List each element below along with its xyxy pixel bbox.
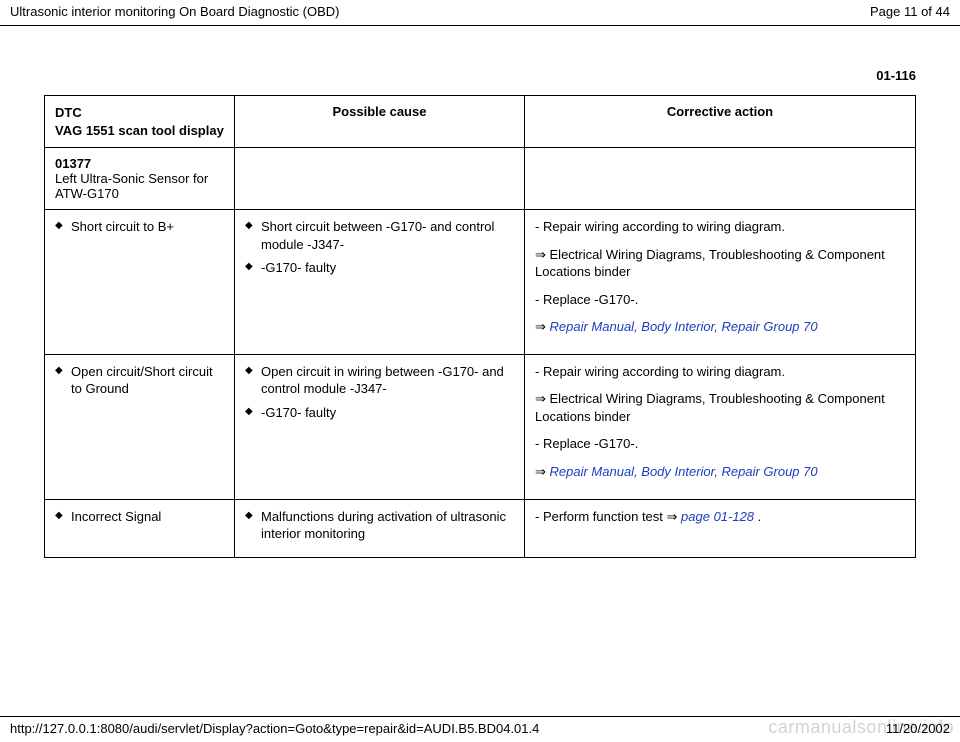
dtc-table: DTC VAG 1551 scan tool display Possible … [44, 95, 916, 558]
page-number: Page 11 of 44 [870, 4, 950, 19]
document-page: Ultrasonic interior monitoring On Board … [0, 0, 960, 742]
symptom-item: Short circuit to B+ [55, 218, 224, 236]
symptom-item: Incorrect Signal [55, 508, 224, 526]
cause-item: Short circuit between -G170- and control… [245, 218, 514, 253]
cause-cell: Short circuit between -G170- and control… [235, 210, 525, 355]
action-item: - Repair wiring according to wiring diag… [535, 218, 905, 236]
cause-item: Open circuit in wiring between -G170- an… [245, 363, 514, 398]
dtc-desc: Left Ultra-Sonic Sensor for ATW-G170 [55, 171, 224, 201]
action-item: Repair Manual, Body Interior, Repair Gro… [535, 463, 905, 481]
symptom-cell: Short circuit to B+ [45, 210, 235, 355]
action-item: - Replace -G170-. [535, 291, 905, 309]
action-item: - Perform function test ⇒ page 01-128 . [535, 508, 905, 526]
action-item: Electrical Wiring Diagrams, Troubleshoot… [535, 390, 905, 425]
cause-item: -G170- faulty [245, 404, 514, 422]
section-number: 01-116 [44, 68, 916, 83]
th-dtc-line1: DTC [55, 104, 224, 122]
repair-manual-link[interactable]: Repair Manual, Body Interior, Repair Gro… [550, 464, 818, 479]
page-header-bar: Ultrasonic interior monitoring On Board … [0, 0, 960, 26]
dtc-code: 01377 [55, 156, 224, 171]
repair-manual-link[interactable]: Repair Manual, Body Interior, Repair Gro… [550, 319, 818, 334]
cause-cell: Open circuit in wiring between -G170- an… [235, 354, 525, 499]
th-dtc: DTC VAG 1551 scan tool display [45, 96, 235, 148]
symptom-cell: Open circuit/Short circuit to Ground [45, 354, 235, 499]
th-dtc-line2: VAG 1551 scan tool display [55, 122, 224, 140]
page-content: 01-116 DTC VAG 1551 scan tool display Po… [0, 26, 960, 558]
cause-item: Malfunctions during activation of ultras… [245, 508, 514, 543]
action-item: Electrical Wiring Diagrams, Troubleshoot… [535, 246, 905, 281]
table-row: Open circuit/Short circuit to Ground Ope… [45, 354, 916, 499]
table-header-row: DTC VAG 1551 scan tool display Possible … [45, 96, 916, 148]
page-link[interactable]: page 01-128 [681, 509, 754, 524]
cause-cell: Malfunctions during activation of ultras… [235, 499, 525, 557]
page-footer-bar: http://127.0.0.1:8080/audi/servlet/Displ… [0, 716, 960, 736]
cause-item: -G170- faulty [245, 259, 514, 277]
table-row: Short circuit to B+ Short circuit betwee… [45, 210, 916, 355]
table-row: Incorrect Signal Malfunctions during act… [45, 499, 916, 557]
action-cell: - Repair wiring according to wiring diag… [525, 354, 916, 499]
footer-url: http://127.0.0.1:8080/audi/servlet/Displ… [10, 721, 539, 736]
action-item: - Repair wiring according to wiring diag… [535, 363, 905, 381]
dtc-code-cell: 01377 Left Ultra-Sonic Sensor for ATW-G1… [45, 148, 235, 210]
action-item: - Replace -G170-. [535, 435, 905, 453]
dtc-title-row: 01377 Left Ultra-Sonic Sensor for ATW-G1… [45, 148, 916, 210]
action-item: Repair Manual, Body Interior, Repair Gro… [535, 318, 905, 336]
th-cause: Possible cause [235, 96, 525, 148]
action-cell: - Repair wiring according to wiring diag… [525, 210, 916, 355]
dtc-code-cause-empty [235, 148, 525, 210]
dtc-code-action-empty [525, 148, 916, 210]
th-action: Corrective action [525, 96, 916, 148]
doc-title: Ultrasonic interior monitoring On Board … [10, 4, 339, 19]
action-cell: - Perform function test ⇒ page 01-128 . [525, 499, 916, 557]
symptom-cell: Incorrect Signal [45, 499, 235, 557]
symptom-item: Open circuit/Short circuit to Ground [55, 363, 224, 398]
footer-date: 11/20/2002 [886, 721, 950, 736]
